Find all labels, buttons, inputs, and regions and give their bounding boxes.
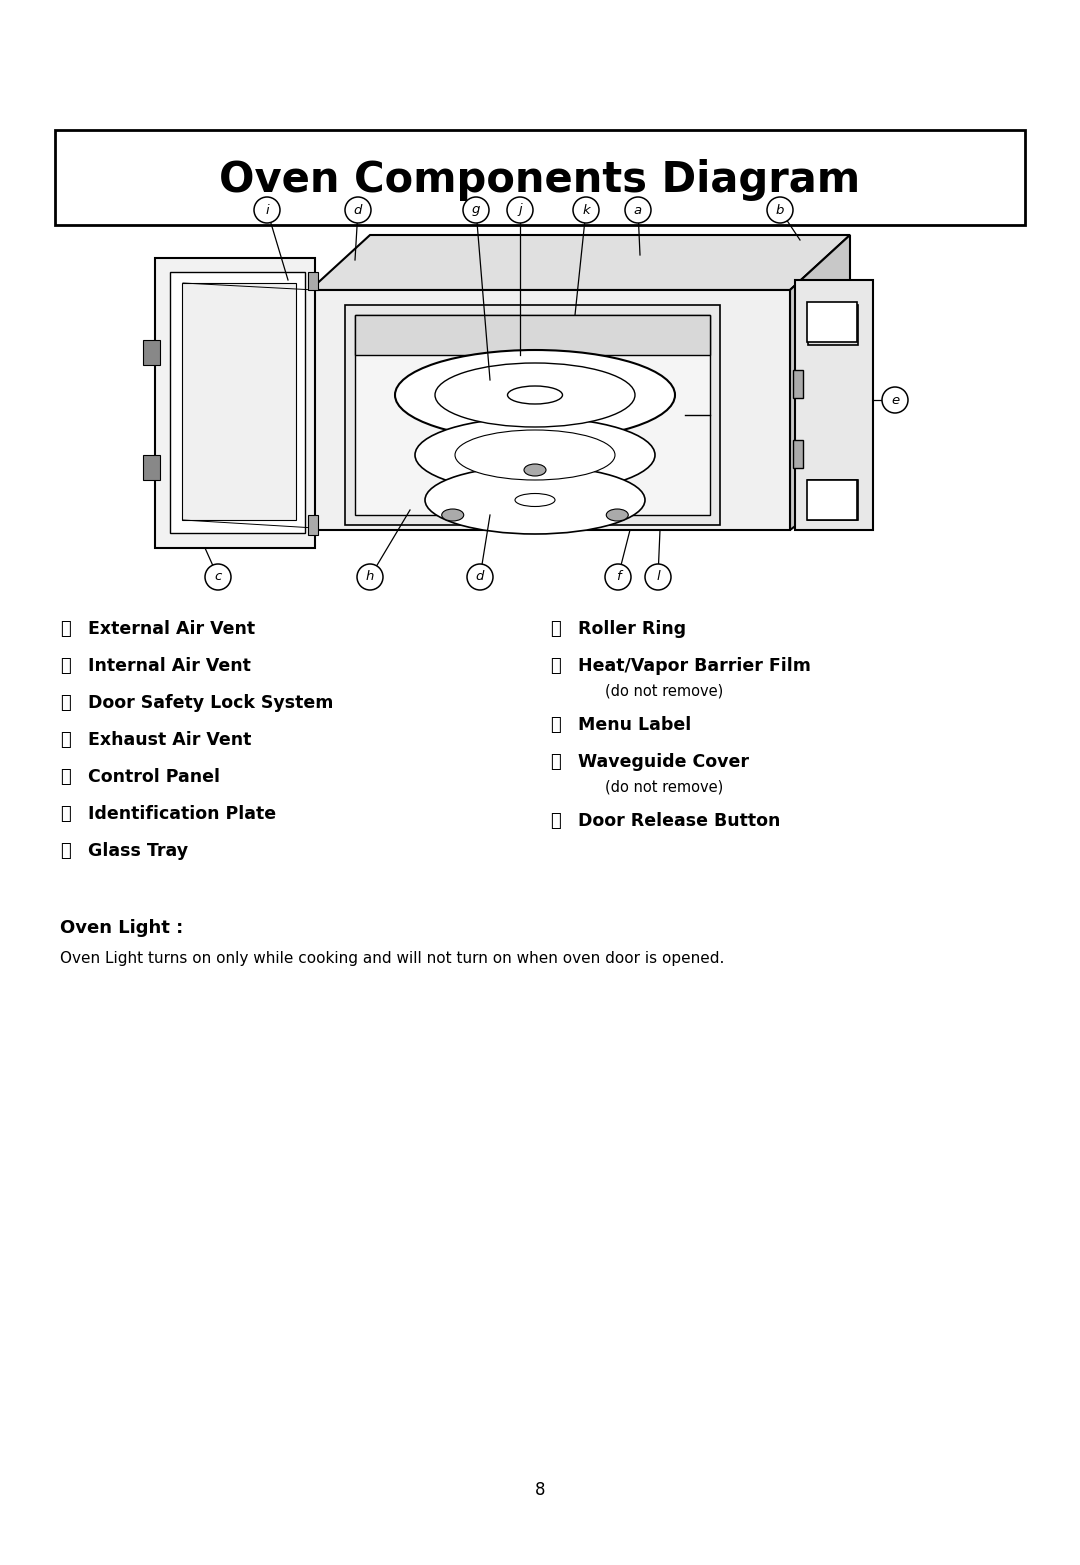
Polygon shape (310, 290, 789, 531)
Text: Heat/Vapor Barrier Film: Heat/Vapor Barrier Film (578, 657, 811, 675)
Text: f: f (616, 571, 620, 584)
Polygon shape (170, 272, 305, 534)
FancyBboxPatch shape (795, 280, 873, 531)
Circle shape (605, 563, 631, 590)
FancyBboxPatch shape (807, 302, 858, 343)
Circle shape (463, 197, 489, 222)
Polygon shape (143, 455, 160, 480)
Circle shape (467, 563, 492, 590)
Text: g: g (472, 203, 481, 216)
Text: Menu Label: Menu Label (578, 717, 691, 734)
Text: (do not remove): (do not remove) (605, 779, 724, 795)
Polygon shape (156, 258, 315, 548)
FancyBboxPatch shape (807, 480, 858, 520)
Ellipse shape (435, 363, 635, 427)
Text: Door Release Button: Door Release Button (578, 812, 781, 829)
Text: Exhaust Air Vent: Exhaust Air Vent (87, 731, 252, 750)
Circle shape (767, 197, 793, 222)
Circle shape (254, 197, 280, 222)
Polygon shape (310, 235, 850, 290)
Circle shape (882, 387, 908, 413)
FancyBboxPatch shape (793, 440, 804, 468)
Text: Roller Ring: Roller Ring (578, 620, 686, 639)
Text: ⓚ: ⓚ (550, 753, 561, 772)
Text: d: d (476, 571, 484, 584)
Text: Oven Light turns on only while cooking and will not turn on when oven door is op: Oven Light turns on only while cooking a… (60, 952, 725, 966)
Polygon shape (308, 515, 318, 535)
Polygon shape (183, 283, 296, 520)
Text: ⓒ: ⓒ (60, 693, 71, 712)
Text: ⓛ: ⓛ (550, 812, 561, 829)
Text: Glass Tray: Glass Tray (87, 842, 188, 861)
Text: Waveguide Cover: Waveguide Cover (578, 753, 750, 772)
Text: Identification Plate: Identification Plate (87, 804, 276, 823)
Text: ⓗ: ⓗ (550, 620, 561, 639)
Ellipse shape (455, 430, 615, 480)
Text: a: a (634, 203, 643, 216)
Text: j: j (518, 203, 522, 216)
Text: k: k (582, 203, 590, 216)
Ellipse shape (606, 509, 629, 521)
Text: ⓐ: ⓐ (60, 620, 71, 639)
Ellipse shape (426, 466, 645, 534)
Text: (do not remove): (do not remove) (605, 684, 724, 700)
Polygon shape (789, 235, 850, 531)
Text: l: l (657, 571, 660, 584)
Ellipse shape (415, 418, 654, 493)
Circle shape (625, 197, 651, 222)
FancyBboxPatch shape (55, 130, 1025, 225)
Circle shape (507, 197, 534, 222)
Text: d: d (354, 203, 362, 216)
Text: Oven Light :: Oven Light : (60, 919, 184, 937)
Text: External Air Vent: External Air Vent (87, 620, 255, 639)
FancyBboxPatch shape (808, 480, 858, 520)
Polygon shape (355, 315, 710, 515)
Ellipse shape (508, 387, 563, 404)
Text: ⓘ: ⓘ (550, 657, 561, 675)
Text: 8: 8 (535, 1480, 545, 1499)
Text: Oven Components Diagram: Oven Components Diagram (219, 160, 861, 200)
Circle shape (345, 197, 372, 222)
Text: h: h (366, 571, 374, 584)
Ellipse shape (515, 493, 555, 507)
Circle shape (357, 563, 383, 590)
Text: b: b (775, 203, 784, 216)
Text: ⓓ: ⓓ (60, 731, 71, 750)
Ellipse shape (524, 463, 546, 476)
Text: ⓑ: ⓑ (60, 657, 71, 675)
FancyBboxPatch shape (793, 369, 804, 398)
Polygon shape (308, 272, 318, 290)
Polygon shape (345, 305, 720, 524)
Text: Control Panel: Control Panel (87, 768, 220, 786)
Text: Internal Air Vent: Internal Air Vent (87, 657, 251, 675)
Circle shape (205, 563, 231, 590)
Circle shape (573, 197, 599, 222)
Text: e: e (891, 393, 899, 407)
Text: ⓔ: ⓔ (60, 768, 71, 786)
Text: ⓖ: ⓖ (60, 842, 71, 861)
Polygon shape (355, 315, 710, 355)
Text: ⓙ: ⓙ (550, 717, 561, 734)
Text: ⓕ: ⓕ (60, 804, 71, 823)
Ellipse shape (442, 509, 463, 521)
Text: Door Safety Lock System: Door Safety Lock System (87, 693, 334, 712)
Ellipse shape (395, 351, 675, 440)
Text: c: c (214, 571, 221, 584)
Polygon shape (143, 340, 160, 365)
Text: i: i (266, 203, 269, 216)
Circle shape (645, 563, 671, 590)
FancyBboxPatch shape (808, 305, 858, 344)
